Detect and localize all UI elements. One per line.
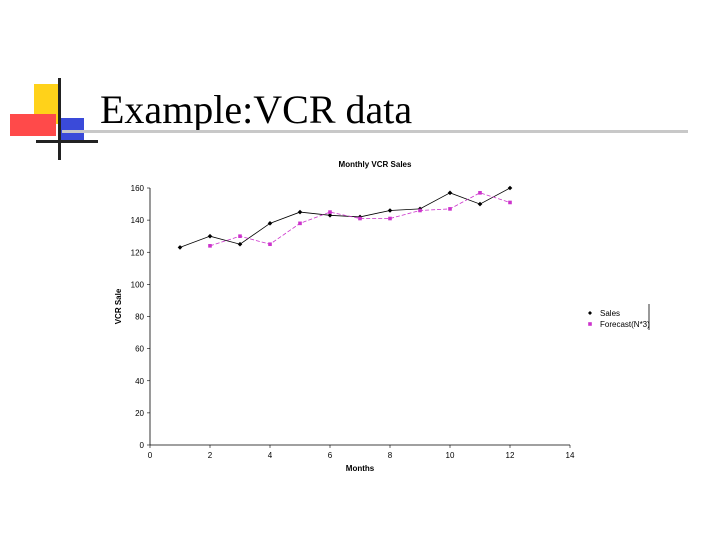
data-point — [477, 201, 483, 207]
chart-legend: Sales Forecast(N*3) — [588, 304, 650, 330]
y-axis-title: VCR Sale — [114, 288, 123, 324]
series-line — [209, 192, 511, 247]
y-tick-label: 60 — [135, 345, 144, 354]
data-point — [238, 234, 242, 238]
y-tick-label: 120 — [131, 248, 145, 257]
data-point — [177, 245, 183, 250]
y-tick-label: 40 — [135, 377, 144, 386]
x-tick-label: 8 — [388, 451, 393, 460]
title-divider — [62, 130, 688, 133]
legend-marker — [588, 322, 592, 326]
data-point — [268, 242, 272, 247]
x-tick-label: 0 — [148, 451, 153, 460]
plot-frame — [149, 188, 570, 446]
data-point — [207, 233, 213, 239]
data-point — [328, 210, 332, 214]
y-tick-label: 0 — [140, 441, 145, 450]
data-point — [208, 244, 212, 248]
x-axis-title: Months — [346, 464, 375, 473]
data-point — [298, 221, 302, 226]
data-point — [447, 190, 453, 196]
data-point — [478, 191, 482, 195]
data-point — [297, 209, 303, 215]
x-tick-label: 14 — [566, 451, 575, 460]
y-tick-label: 80 — [135, 313, 144, 322]
series-forecast — [208, 191, 512, 248]
y-tick-label: 100 — [131, 280, 145, 289]
legend-label: Forecast(N*3) — [600, 320, 650, 329]
y-tick-label: 140 — [131, 216, 145, 225]
data-point — [507, 185, 513, 191]
data-point — [267, 221, 273, 226]
x-tick-label: 12 — [506, 451, 515, 460]
logo-horizontal-line — [36, 140, 98, 143]
data-point — [388, 216, 392, 221]
x-axis-ticks: 0 2 4 6 8 10 12 14 — [148, 445, 575, 460]
data-point — [237, 241, 243, 247]
data-point — [387, 208, 393, 213]
y-axis-ticks: 0 20 40 60 80 100 120 140 160 — [131, 184, 150, 450]
slide-title: Example:VCR data — [100, 87, 413, 132]
x-tick-label: 6 — [328, 451, 333, 460]
data-point — [508, 200, 512, 205]
series-line — [179, 187, 511, 248]
legend-label: Sales — [600, 309, 620, 318]
logo-vertical-line — [58, 78, 61, 160]
series-layer — [177, 185, 513, 250]
x-tick-label: 2 — [208, 451, 213, 460]
data-point — [448, 207, 452, 211]
chart-title: Monthly VCR Sales — [339, 160, 412, 169]
data-point — [418, 208, 422, 213]
data-point — [358, 216, 362, 221]
x-tick-label: 10 — [446, 451, 455, 460]
logo-red-bar — [10, 114, 56, 136]
y-tick-label: 20 — [135, 409, 144, 418]
data-point — [327, 213, 333, 218]
x-tick-label: 4 — [268, 451, 273, 460]
y-tick-label: 160 — [131, 184, 145, 193]
legend-marker — [588, 311, 592, 315]
